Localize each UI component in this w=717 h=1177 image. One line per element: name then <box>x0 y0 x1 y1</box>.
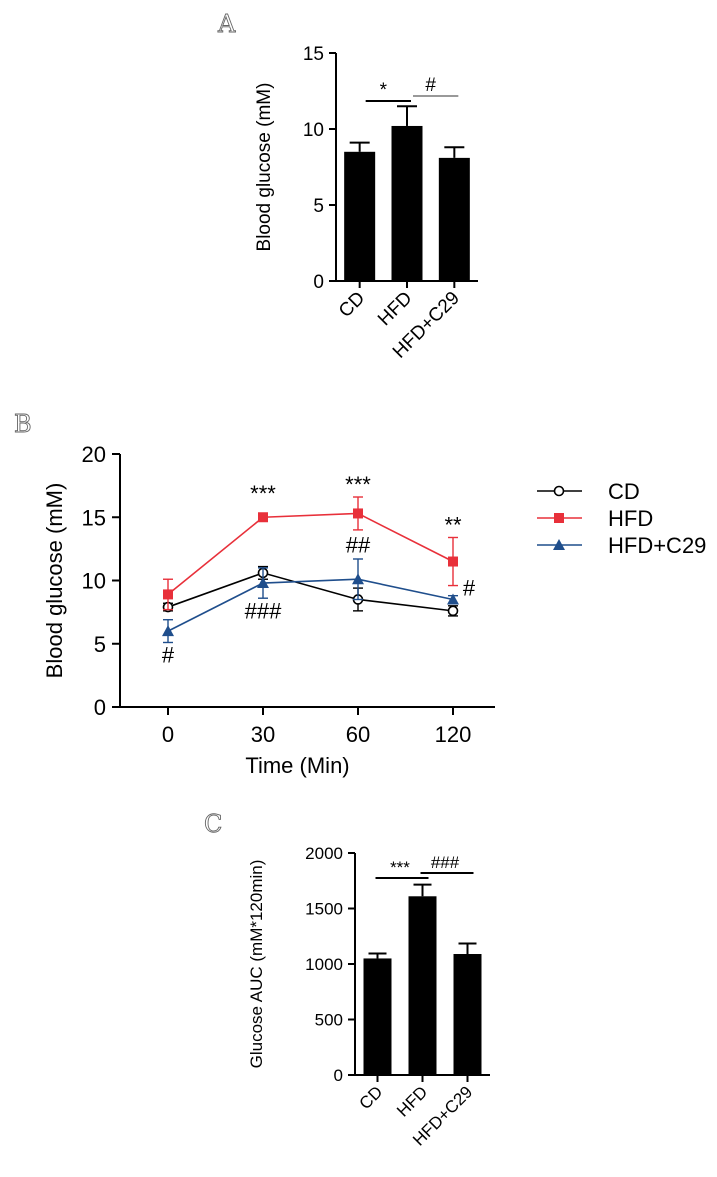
y-tick-label: 0 <box>334 1066 343 1085</box>
y-axis-title: Blood glucose (mM) <box>42 483 67 679</box>
y-tick-label: 10 <box>82 569 106 594</box>
series-line-cd <box>167 572 454 612</box>
significance-annotation: ### <box>245 598 282 623</box>
y-tick-label: 500 <box>315 1011 343 1030</box>
data-point-hfd <box>448 556 458 567</box>
panel-label-a: A <box>217 10 236 38</box>
legend-label-cd: CD <box>608 479 640 504</box>
y-tick-label: 5 <box>313 196 324 217</box>
data-point-hfd-c29 <box>162 625 174 637</box>
significance-annotation: # <box>463 576 476 601</box>
bar-hfd-c29 <box>438 157 470 281</box>
bar-hfd-c29 <box>453 954 482 1075</box>
data-point-hfd-c29 <box>257 577 269 589</box>
significance-annotation: # <box>162 643 175 668</box>
significance-label: * <box>380 80 388 101</box>
y-tick-label: 15 <box>303 44 324 65</box>
data-point-hfd <box>163 589 173 600</box>
significance-annotation: ## <box>346 533 371 558</box>
legend-marker-hfd-c29 <box>553 539 565 550</box>
x-tick-label: 120 <box>435 722 472 747</box>
legend-label-hfd-c29: HFD+C29 <box>608 533 706 558</box>
significance-label: # <box>425 75 436 96</box>
data-point-hfd <box>353 508 363 519</box>
x-category-label: HFD <box>393 1082 431 1120</box>
y-tick-label: 2000 <box>305 844 343 863</box>
data-point-cd <box>447 605 459 617</box>
chart-b-glucose-time-course: 0 5 10 15 20 0 30 60 120 Time (Min) Blood glucose … <box>42 442 706 778</box>
bar-hfd <box>408 896 437 1075</box>
bar-hfd <box>391 125 423 282</box>
y-axis-title: Blood glucose (mM) <box>254 83 275 252</box>
x-tick-label: 60 <box>346 722 370 747</box>
x-tick-label: 0 <box>162 722 174 747</box>
y-tick-label: 1000 <box>305 955 343 974</box>
series-line-hfd <box>167 512 454 596</box>
y-tick-label: 10 <box>303 120 324 141</box>
y-tick-label: 0 <box>94 695 106 720</box>
significance-annotation: ** <box>444 512 462 537</box>
legend-marker-cd <box>553 485 565 497</box>
legend-label-hfd: HFD <box>608 506 653 531</box>
significance-annotation: *** <box>250 481 276 506</box>
data-point-hfd <box>258 512 268 523</box>
y-tick-label: 1500 <box>305 900 343 919</box>
legend-marker-hfd <box>554 513 564 523</box>
significance-label: *** <box>390 858 410 877</box>
y-tick-label: 15 <box>82 505 106 530</box>
panel-label-c: C <box>204 810 222 838</box>
significance-annotation: *** <box>345 472 371 497</box>
bar-cd <box>363 958 392 1075</box>
x-category-label: CD <box>356 1082 387 1113</box>
data-point-hfd-c29 <box>352 573 364 585</box>
y-tick-label: 20 <box>82 442 106 467</box>
y-tick-label: 0 <box>313 272 324 293</box>
y-tick-label: 5 <box>94 632 106 657</box>
bar-cd <box>344 151 376 281</box>
x-category-label: CD <box>335 288 369 322</box>
data-point-hfd-c29 <box>447 593 459 605</box>
x-axis-title: Time (Min) <box>245 753 349 778</box>
series-line-hfd-c29 <box>167 578 454 632</box>
significance-label: ### <box>431 853 460 872</box>
x-category-label: HFD <box>374 288 416 330</box>
x-tick-label: 30 <box>251 722 275 747</box>
y-axis-title: Glucose AUC (mM*120min) <box>247 860 266 1069</box>
panel-label-b: B <box>14 410 32 438</box>
